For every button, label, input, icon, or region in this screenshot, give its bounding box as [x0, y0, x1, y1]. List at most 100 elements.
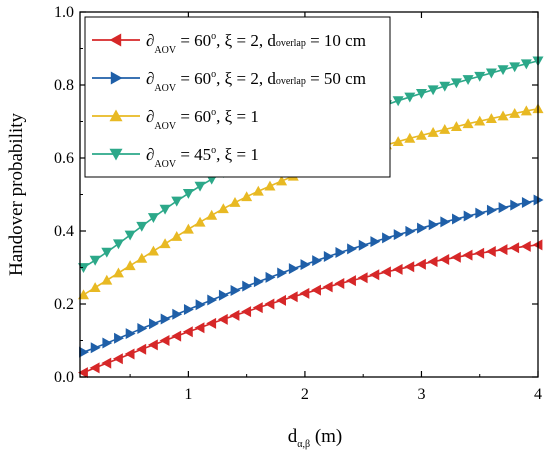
data-point: [264, 180, 276, 191]
data-point: [392, 263, 403, 275]
data-point: [392, 136, 404, 146]
axes-layer: 1 2 3 4 0.0 0.2 0.4 0.6 0.8 1.0: [54, 4, 542, 403]
legend-marker: [109, 109, 123, 122]
data-point: [102, 337, 113, 349]
data-point: [382, 232, 392, 244]
y-tick-label: 0.2: [54, 296, 74, 313]
data-point: [404, 92, 416, 103]
data-point: [252, 185, 264, 196]
data-point: [497, 244, 508, 256]
data-point: [217, 203, 229, 214]
data-point: [322, 281, 333, 293]
y-tick-label: 0.6: [54, 150, 74, 167]
legend-item-3: ∂AOV = 60o, ξ = 1: [92, 107, 259, 132]
data-point: [474, 247, 485, 259]
data-point: [370, 236, 381, 248]
data-point: [405, 225, 416, 237]
data-point: [147, 213, 159, 223]
data-point: [195, 299, 206, 311]
data-point: [474, 71, 486, 82]
data-point: [77, 289, 89, 300]
data-point: [485, 245, 496, 257]
data-point: [89, 255, 101, 266]
data-point: [112, 267, 124, 278]
data-point: [171, 196, 183, 207]
data-point: [160, 313, 171, 325]
data-point: [136, 343, 147, 355]
y-axis-title: Handover probability: [6, 112, 27, 276]
data-point: [124, 230, 136, 241]
data-point: [498, 202, 509, 214]
data-point: [276, 175, 288, 186]
data-point: [428, 219, 439, 231]
series-3: [77, 103, 544, 300]
data-point: [392, 96, 404, 107]
data-point: [497, 65, 509, 76]
data-point: [323, 251, 334, 263]
x-tick-label: 3: [417, 386, 425, 403]
data-point: [439, 81, 451, 92]
data-point: [427, 126, 439, 137]
data-point: [90, 342, 101, 354]
data-point: [182, 326, 193, 338]
data-point: [194, 322, 205, 334]
legend-label: ∂AOV = 45o, ξ = 1: [146, 145, 259, 170]
data-point: [112, 353, 123, 365]
data-point: [241, 191, 253, 202]
data-point: [277, 267, 288, 279]
data-point: [77, 367, 88, 379]
legend-marker: [109, 33, 122, 47]
data-point: [101, 247, 113, 258]
data-point: [89, 362, 100, 374]
data-point: [125, 328, 136, 340]
data-point: [404, 132, 416, 143]
data-point: [462, 249, 473, 261]
axis-titles: dα,β (m) Handover probability: [6, 112, 342, 450]
data-point: [347, 243, 358, 255]
data-point: [509, 107, 521, 118]
y-tick-label: 0.8: [54, 77, 74, 94]
legend-marker: [110, 71, 123, 85]
legend-label: ∂AOV = 60o, ξ = 1: [146, 107, 259, 132]
data-point: [357, 272, 368, 284]
data-point: [194, 181, 206, 192]
data-point: [112, 239, 124, 250]
data-point: [242, 280, 253, 292]
data-point: [462, 118, 474, 129]
data-point: [276, 294, 287, 306]
data-point: [172, 308, 183, 320]
data-point: [217, 313, 228, 325]
data-point: [147, 245, 159, 256]
data-point: [520, 105, 532, 116]
data-point: [159, 335, 170, 346]
data-point: [485, 113, 497, 123]
x-axis-title: dα,β (m): [288, 426, 343, 450]
data-point: [124, 260, 136, 271]
data-point: [124, 348, 135, 360]
data-point: [521, 197, 532, 209]
data-point: [380, 266, 391, 278]
data-point: [183, 303, 194, 315]
data-point: [288, 263, 299, 275]
y-tick-label: 1.0: [54, 4, 74, 21]
data-point: [520, 59, 532, 70]
data-point: [334, 278, 345, 290]
data-point: [417, 222, 427, 234]
data-point: [439, 124, 451, 134]
data-point: [299, 287, 310, 299]
data-point: [252, 302, 263, 314]
data-point: [509, 62, 521, 73]
data-point: [241, 306, 252, 318]
data-point: [450, 251, 461, 263]
data-point: [427, 256, 438, 268]
data-point: [393, 229, 404, 241]
data-point: [404, 261, 415, 273]
data-point: [312, 255, 323, 267]
data-point: [485, 68, 497, 79]
data-point: [450, 78, 462, 89]
data-point: [101, 274, 113, 285]
data-point: [149, 318, 159, 330]
data-point: [253, 276, 264, 288]
data-point: [474, 115, 486, 126]
